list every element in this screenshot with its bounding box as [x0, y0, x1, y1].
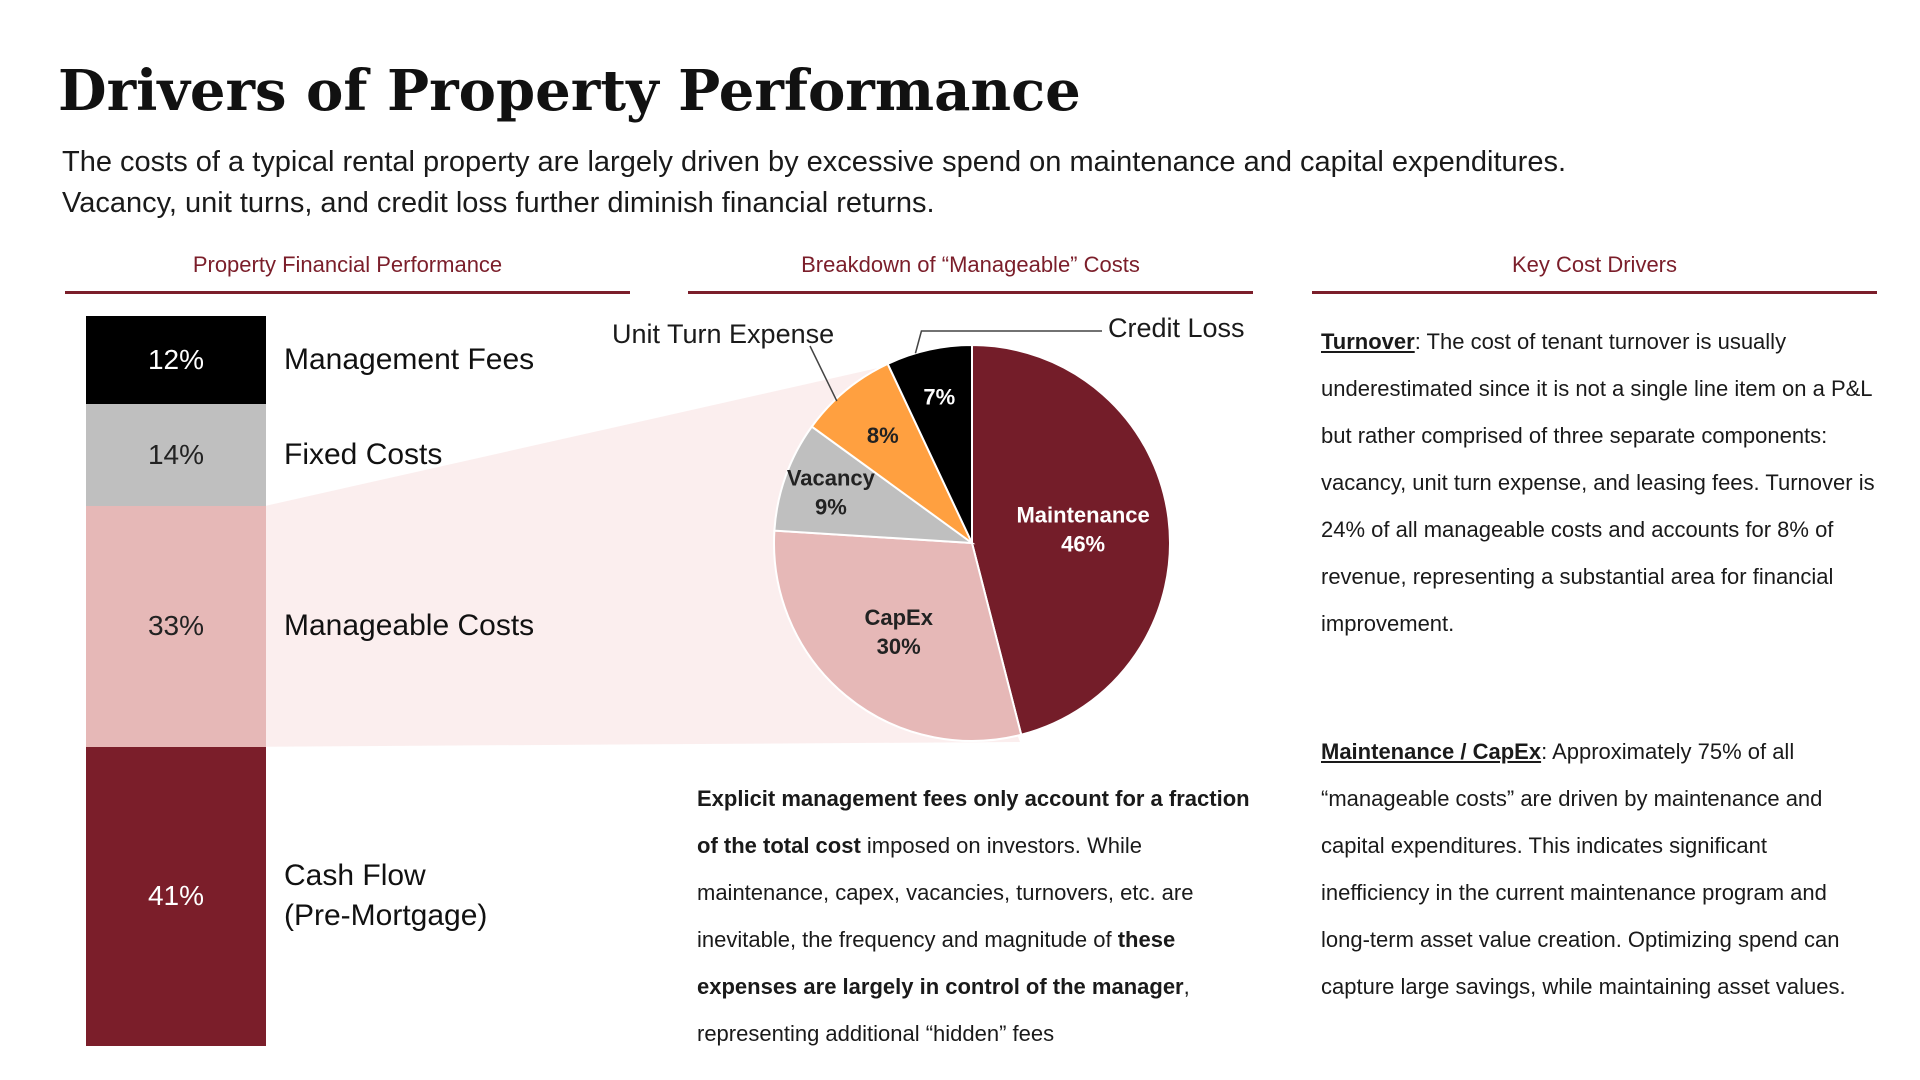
turnover-paragraph: Turnover: The cost of tenant turnover is…	[1321, 318, 1881, 647]
leader-unit-turn	[809, 345, 838, 402]
pie-slice-credit-loss	[886, 343, 973, 544]
section-rule-left	[65, 291, 630, 294]
bar-label-cash-flow-line-2: (Pre-Mortgage)	[284, 899, 488, 933]
bar-segment-cash-flow: 41%	[86, 746, 266, 1046]
page-subtitle: The costs of a typical rental property a…	[62, 142, 1862, 224]
maintenance-capex-body: : Approximately 75% of all “manageable c…	[1321, 739, 1846, 999]
bar-value-manageable-costs: 33%	[147, 610, 205, 642]
pie-value-capex: 30%	[877, 634, 921, 659]
maintenance-capex-paragraph: Maintenance / CapEx: Approximately 75% o…	[1321, 728, 1881, 1010]
page-title: Drivers of Property Performance	[58, 58, 1081, 124]
bar-value-cash-flow: 41%	[147, 880, 205, 912]
subtitle-line-2: Vacancy, unit turns, and credit loss fur…	[62, 187, 935, 219]
pie-slice-capex	[773, 529, 1023, 742]
bar-label-manageable-costs: Manageable Costs	[284, 609, 535, 643]
pie-name-capex: CapEx	[864, 605, 933, 630]
pie-slice-unit-turn-expense	[810, 362, 973, 544]
section-header-manageable-costs: Breakdown of “Manageable” Costs	[801, 252, 1140, 277]
pie-outside-label-unit-turn-expense: Unit Turn Expense	[612, 319, 834, 349]
bar-value-management-fees: 12%	[147, 343, 205, 375]
pie-name-maintenance: Maintenance	[1016, 502, 1149, 527]
bar-label-management-fees: Management Fees	[284, 342, 535, 376]
pie-slice-maintenance	[971, 343, 1171, 736]
manageable-costs-note: Explicit management fees only account fo…	[697, 775, 1257, 1057]
section-header-key-cost-drivers: Key Cost Drivers	[1511, 252, 1678, 277]
section-rule-middle	[688, 291, 1253, 294]
bar-value-fixed-costs: 14%	[147, 438, 205, 470]
turnover-heading: Turnover	[1321, 329, 1415, 354]
bar-label-fixed-costs: Fixed Costs	[284, 437, 443, 471]
maintenance-capex-heading: Maintenance / CapEx	[1321, 739, 1542, 764]
note-text-2: , representing additional “hidden” fees	[697, 974, 1190, 1046]
note-bold-2: these expenses are largely in control of…	[697, 927, 1184, 999]
pie-outside-label-credit-loss: Credit Loss	[1108, 313, 1245, 343]
pie-value-vacancy: 9%	[815, 495, 847, 520]
pie-value-maintenance: 46%	[1061, 531, 1105, 556]
bar-label-cash-flow: Cash Flow (Pre-Mortgage)	[284, 856, 487, 936]
pie-value-credit-loss: 7%	[923, 385, 955, 410]
subtitle-line-1: The costs of a typical rental property a…	[62, 146, 1567, 178]
pie-value-unit-turn-expense: 8%	[867, 423, 899, 448]
bar-segment-management-fees: 12%	[86, 316, 266, 404]
turnover-body: : The cost of tenant turnover is usually…	[1321, 329, 1875, 636]
note-text-1: imposed on investors. While maintenance,…	[697, 833, 1194, 952]
pie-slice-vacancy	[773, 425, 976, 545]
bar-label-cash-flow-line-1: Cash Flow	[284, 859, 426, 893]
section-header-financial-performance: Property Financial Performance	[192, 252, 503, 277]
leader-credit-loss	[914, 330, 1102, 354]
bar-segment-fixed-costs: 14%	[86, 403, 266, 506]
note-bold-1: Explicit management fees only account fo…	[697, 786, 1250, 858]
pie-name-vacancy: Vacancy	[787, 466, 876, 491]
bar-segment-manageable-costs: 33%	[86, 505, 266, 747]
section-rule-right	[1312, 291, 1877, 294]
